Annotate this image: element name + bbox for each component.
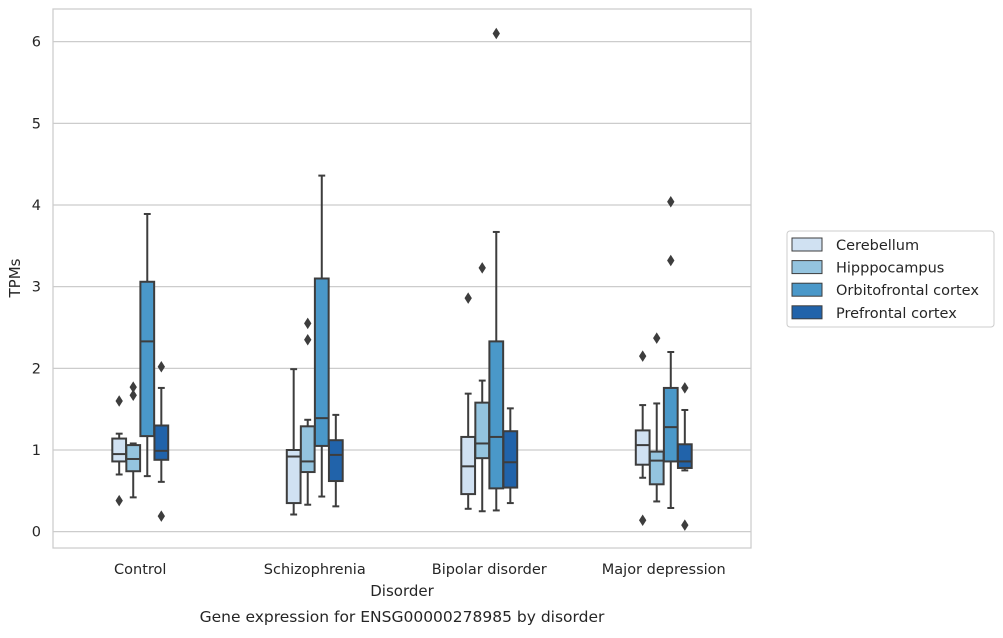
y-tick-label: 6 [32, 35, 41, 51]
box-body [662, 386, 679, 463]
outlier-point [304, 334, 312, 346]
box-body [299, 425, 316, 474]
box-group [327, 413, 344, 508]
box-body [153, 424, 170, 461]
chart-title: Gene expression for ENSG00000278985 by d… [200, 608, 605, 626]
x-tick-label: Schizophrenia [264, 562, 366, 578]
y-tick-label: 5 [32, 116, 41, 132]
box-group [111, 395, 128, 507]
y-tick-label: 0 [32, 525, 41, 541]
y-tick-label: 2 [32, 361, 41, 377]
legend-frame [786, 230, 995, 328]
outlier-point [638, 514, 647, 526]
legend-label: Cerebellum [836, 238, 919, 254]
box-body [634, 429, 651, 466]
outlier-point [681, 382, 689, 394]
legend-label: Prefrontal cortex [836, 306, 957, 322]
box-body [313, 277, 330, 447]
outlier-point [115, 494, 123, 507]
outlier-point [129, 381, 137, 393]
box-body [111, 437, 128, 463]
box-group [634, 350, 651, 526]
legend: Cerebellum Hipppocampus Orbitofrontal cort… [786, 230, 995, 328]
outlier-point [667, 195, 675, 208]
outlier-point [304, 317, 312, 330]
outlier-point [478, 262, 486, 274]
outlier-point [653, 332, 661, 344]
legend-swatch [791, 260, 823, 275]
y-gridlines [53, 41, 751, 533]
outlier-point [492, 27, 500, 40]
box-groups [111, 27, 693, 531]
box-body [474, 401, 491, 460]
plot-frame [52, 8, 752, 549]
outlier-point [667, 254, 675, 267]
box-group [502, 407, 519, 505]
box-group [299, 317, 316, 506]
outlier-point [157, 510, 166, 522]
box-group [285, 368, 302, 516]
y-tick-label: 1 [32, 443, 41, 459]
y-tick-labels: 0 1 2 3 4 5 6 [32, 35, 41, 541]
box-group [139, 212, 156, 478]
box-group [662, 195, 679, 509]
x-tick-label: Control [114, 562, 166, 578]
y-axis-label: TPMs [6, 258, 24, 298]
outlier-point [638, 350, 647, 362]
x-axis-label: Disorder [370, 582, 434, 600]
box-body [648, 450, 665, 486]
y-tick-label: 3 [32, 280, 41, 296]
box-body [502, 430, 519, 489]
legend-label: Orbitofrontal cortex [836, 283, 979, 299]
outlier-point [157, 360, 166, 373]
outlier-point [115, 395, 123, 407]
box-group [313, 174, 330, 498]
outlier-point [681, 519, 689, 531]
box-group [488, 27, 505, 512]
x-tick-label: Bipolar disorder [432, 562, 547, 578]
y-tick-label: 4 [32, 198, 41, 214]
box-body [488, 340, 505, 490]
box-group [153, 360, 170, 522]
box-body [327, 439, 344, 483]
plot-background [53, 9, 751, 548]
box-body [285, 449, 302, 505]
legend-label: Hipppocampus [836, 261, 944, 277]
box-group [460, 292, 477, 510]
outlier-point [129, 389, 137, 402]
box-group [676, 382, 693, 531]
box-group [474, 262, 491, 513]
legend-swatch [791, 282, 823, 297]
legend-swatch [791, 237, 823, 252]
box-body [676, 443, 693, 469]
box-group [125, 381, 142, 499]
box-body [139, 280, 156, 438]
outlier-point [464, 292, 472, 304]
x-tick-labels: Control Schizophrenia Bipolar disorder Majo… [114, 562, 726, 578]
x-tick-label: Major depression [602, 562, 726, 578]
legend-swatch [791, 305, 823, 320]
box-group [648, 332, 665, 503]
